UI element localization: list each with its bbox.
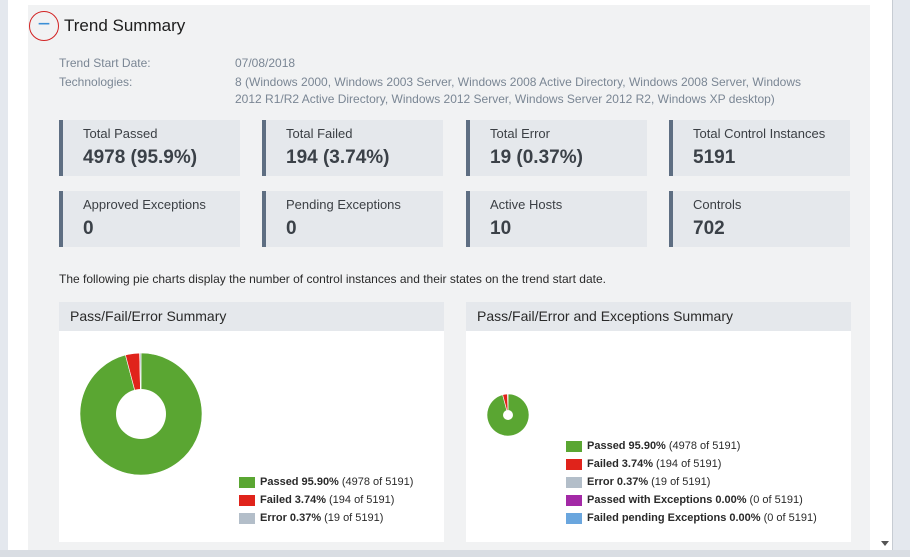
legend-name: Passed with Exceptions bbox=[587, 494, 713, 506]
legend-item-passed-with-exceptions: Passed with Exceptions 0.00% (0 of 5191) bbox=[566, 491, 817, 509]
collapse-icon[interactable]: − bbox=[29, 11, 59, 41]
vertical-scrollbar[interactable] bbox=[877, 0, 892, 550]
legend-name: Passed bbox=[260, 476, 299, 488]
legend-pct: 0.00% bbox=[729, 512, 761, 524]
panel-title: Pass/Fail/Error Summary bbox=[59, 302, 444, 331]
legend-name: Passed bbox=[587, 440, 626, 452]
pass-fail-error-panel: Pass/Fail/Error Summary Passed 95.90% (49… bbox=[59, 302, 444, 542]
stat-value: 10 bbox=[490, 218, 512, 239]
stat-total-error: Total Error 19 (0.37%) bbox=[466, 120, 647, 176]
stat-active-hosts: Active Hosts 10 bbox=[466, 191, 647, 247]
legend-detail: (4978 of 5191) bbox=[341, 476, 414, 488]
legend-name: Failed pending Exceptions bbox=[587, 512, 727, 524]
start-date-label: Trend Start Date: bbox=[59, 56, 151, 70]
stat-value: 0 bbox=[83, 218, 94, 239]
stat-label: Total Control Instances bbox=[693, 126, 826, 141]
panel-title: Pass/Fail/Error and Exceptions Summary bbox=[466, 302, 851, 331]
donut-hole bbox=[503, 410, 513, 420]
trend-summary-section: − Trend Summary Trend Start Date: 07/08/… bbox=[28, 5, 870, 550]
stat-label: Total Passed bbox=[83, 126, 158, 141]
legend-swatch bbox=[566, 494, 582, 506]
pie-chart bbox=[79, 352, 203, 476]
stat-label: Pending Exceptions bbox=[286, 197, 401, 212]
taskbar-strip bbox=[0, 550, 910, 557]
legend-pct: 0.37% bbox=[616, 476, 649, 488]
section-header[interactable]: − Trend Summary bbox=[28, 5, 870, 45]
legend-swatch bbox=[239, 512, 255, 524]
stat-approved-exceptions: Approved Exceptions 0 bbox=[59, 191, 240, 247]
legend-item-error: Error 0.37% (19 of 5191) bbox=[566, 473, 817, 491]
chart-legend: Passed 95.90% (4978 of 5191) Failed 3.74% … bbox=[239, 473, 413, 527]
legend-swatch bbox=[566, 458, 582, 470]
legend-item-failed: Failed 3.74% (194 of 5191) bbox=[566, 455, 817, 473]
legend-pct: 3.74% bbox=[294, 494, 326, 506]
legend-item-failed-pending-exceptions: Failed pending Exceptions 0.00% (0 of 519… bbox=[566, 509, 817, 527]
stat-label: Total Failed bbox=[286, 126, 353, 141]
stat-value: 4978 (95.9%) bbox=[83, 147, 198, 168]
legend-detail: (0 of 5191) bbox=[749, 494, 803, 506]
legend-detail: (4978 of 5191) bbox=[668, 440, 741, 452]
stat-value: 702 bbox=[693, 218, 725, 239]
stat-pending-exceptions: Pending Exceptions 0 bbox=[262, 191, 443, 247]
legend-swatch bbox=[566, 476, 582, 488]
donut-hole bbox=[116, 389, 166, 439]
legend-item-passed: Passed 95.90% (4978 of 5191) bbox=[239, 473, 413, 491]
legend-name: Error bbox=[260, 512, 287, 524]
stat-value: 194 (3.74%) bbox=[286, 147, 390, 168]
chart-legend: Passed 95.90% (4978 of 5191) Failed 3.74% … bbox=[566, 437, 817, 527]
legend-pct: 95.90% bbox=[301, 476, 339, 488]
pie-chart bbox=[486, 393, 530, 437]
legend-detail: (19 of 5191) bbox=[651, 476, 711, 488]
legend-item-passed: Passed 95.90% (4978 of 5191) bbox=[566, 437, 817, 455]
legend-detail: (194 of 5191) bbox=[656, 458, 722, 470]
stat-total-control-instances: Total Control Instances 5191 bbox=[669, 120, 850, 176]
legend-swatch bbox=[239, 476, 255, 488]
report-window: − Trend Summary Trend Start Date: 07/08/… bbox=[8, 0, 893, 551]
legend-name: Error bbox=[587, 476, 614, 488]
scroll-down-arrow-icon[interactable] bbox=[881, 541, 889, 546]
legend-swatch bbox=[566, 440, 582, 452]
stat-total-passed: Total Passed 4978 (95.9%) bbox=[59, 120, 240, 176]
legend-detail: (19 of 5191) bbox=[324, 512, 384, 524]
legend-pct: 95.90% bbox=[628, 440, 666, 452]
legend-pct: 0.00% bbox=[715, 494, 747, 506]
legend-name: Failed bbox=[260, 494, 292, 506]
stat-value: 5191 bbox=[693, 147, 736, 168]
technologies-label: Technologies: bbox=[59, 75, 133, 89]
stat-label: Controls bbox=[693, 197, 742, 212]
technologies-value: 8 (Windows 2000, Windows 2003 Server, Wi… bbox=[235, 75, 802, 106]
legend-detail: (0 of 5191) bbox=[763, 512, 817, 524]
legend-name: Failed bbox=[587, 458, 619, 470]
start-date-value: 07/08/2018 bbox=[235, 56, 296, 70]
pie-charts-note: The following pie charts display the num… bbox=[59, 272, 606, 286]
legend-item-failed: Failed 3.74% (194 of 5191) bbox=[239, 491, 413, 509]
legend-pct: 0.37% bbox=[289, 512, 322, 524]
stat-value: 0 bbox=[286, 218, 297, 239]
stat-label: Total Error bbox=[490, 126, 550, 141]
legend-pct: 3.74% bbox=[621, 458, 653, 470]
legend-swatch bbox=[239, 494, 255, 506]
stat-controls: Controls 702 bbox=[669, 191, 850, 247]
pass-fail-error-exceptions-panel: Pass/Fail/Error and Exceptions Summary P… bbox=[466, 302, 851, 542]
stat-label: Approved Exceptions bbox=[83, 197, 206, 212]
stat-total-failed: Total Failed 194 (3.74%) bbox=[262, 120, 443, 176]
stat-value: 19 (0.37%) bbox=[490, 147, 583, 168]
section-title: Trend Summary bbox=[64, 16, 186, 35]
legend-swatch bbox=[566, 512, 582, 524]
legend-item-error: Error 0.37% (19 of 5191) bbox=[239, 509, 413, 527]
legend-detail: (194 of 5191) bbox=[329, 494, 395, 506]
stat-label: Active Hosts bbox=[490, 197, 563, 212]
